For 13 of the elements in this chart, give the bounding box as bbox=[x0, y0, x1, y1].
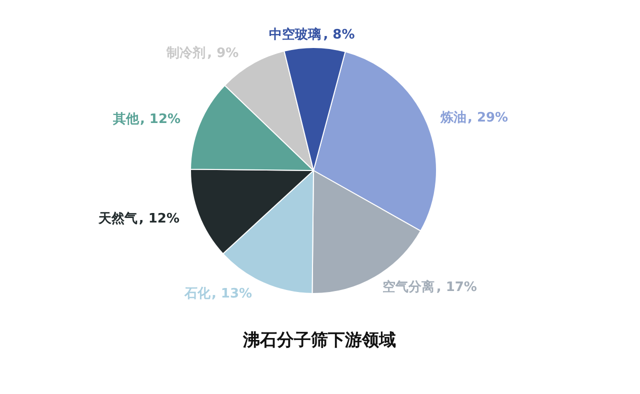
slice-label: 炼油 bbox=[439, 110, 466, 126]
data-label: , 13% bbox=[211, 286, 252, 302]
slice-label: 石化 bbox=[183, 286, 212, 302]
data-label: , 17% bbox=[436, 280, 477, 296]
slice-label: 空气分离 bbox=[382, 279, 434, 296]
text: 沸石分子筛下游领域 bbox=[242, 330, 396, 350]
slice-label: 天然气 bbox=[97, 211, 138, 226]
data-label: , 12% bbox=[138, 211, 180, 226]
slice-label: 中空玻璃 bbox=[269, 26, 322, 43]
slice-label: 其他 bbox=[112, 112, 140, 127]
data-label: , 29% bbox=[467, 110, 508, 126]
data-label: , 8% bbox=[323, 28, 355, 43]
data-label: , 12% bbox=[140, 112, 181, 127]
